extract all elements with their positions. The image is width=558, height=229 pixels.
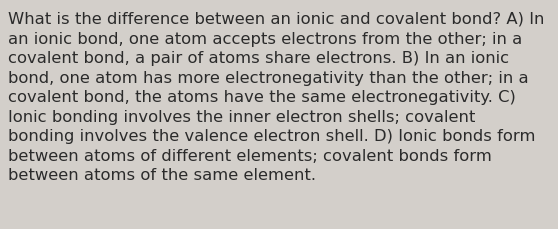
Text: What is the difference between an ionic and covalent bond? A) In
an ionic bond, : What is the difference between an ionic … <box>8 12 545 183</box>
